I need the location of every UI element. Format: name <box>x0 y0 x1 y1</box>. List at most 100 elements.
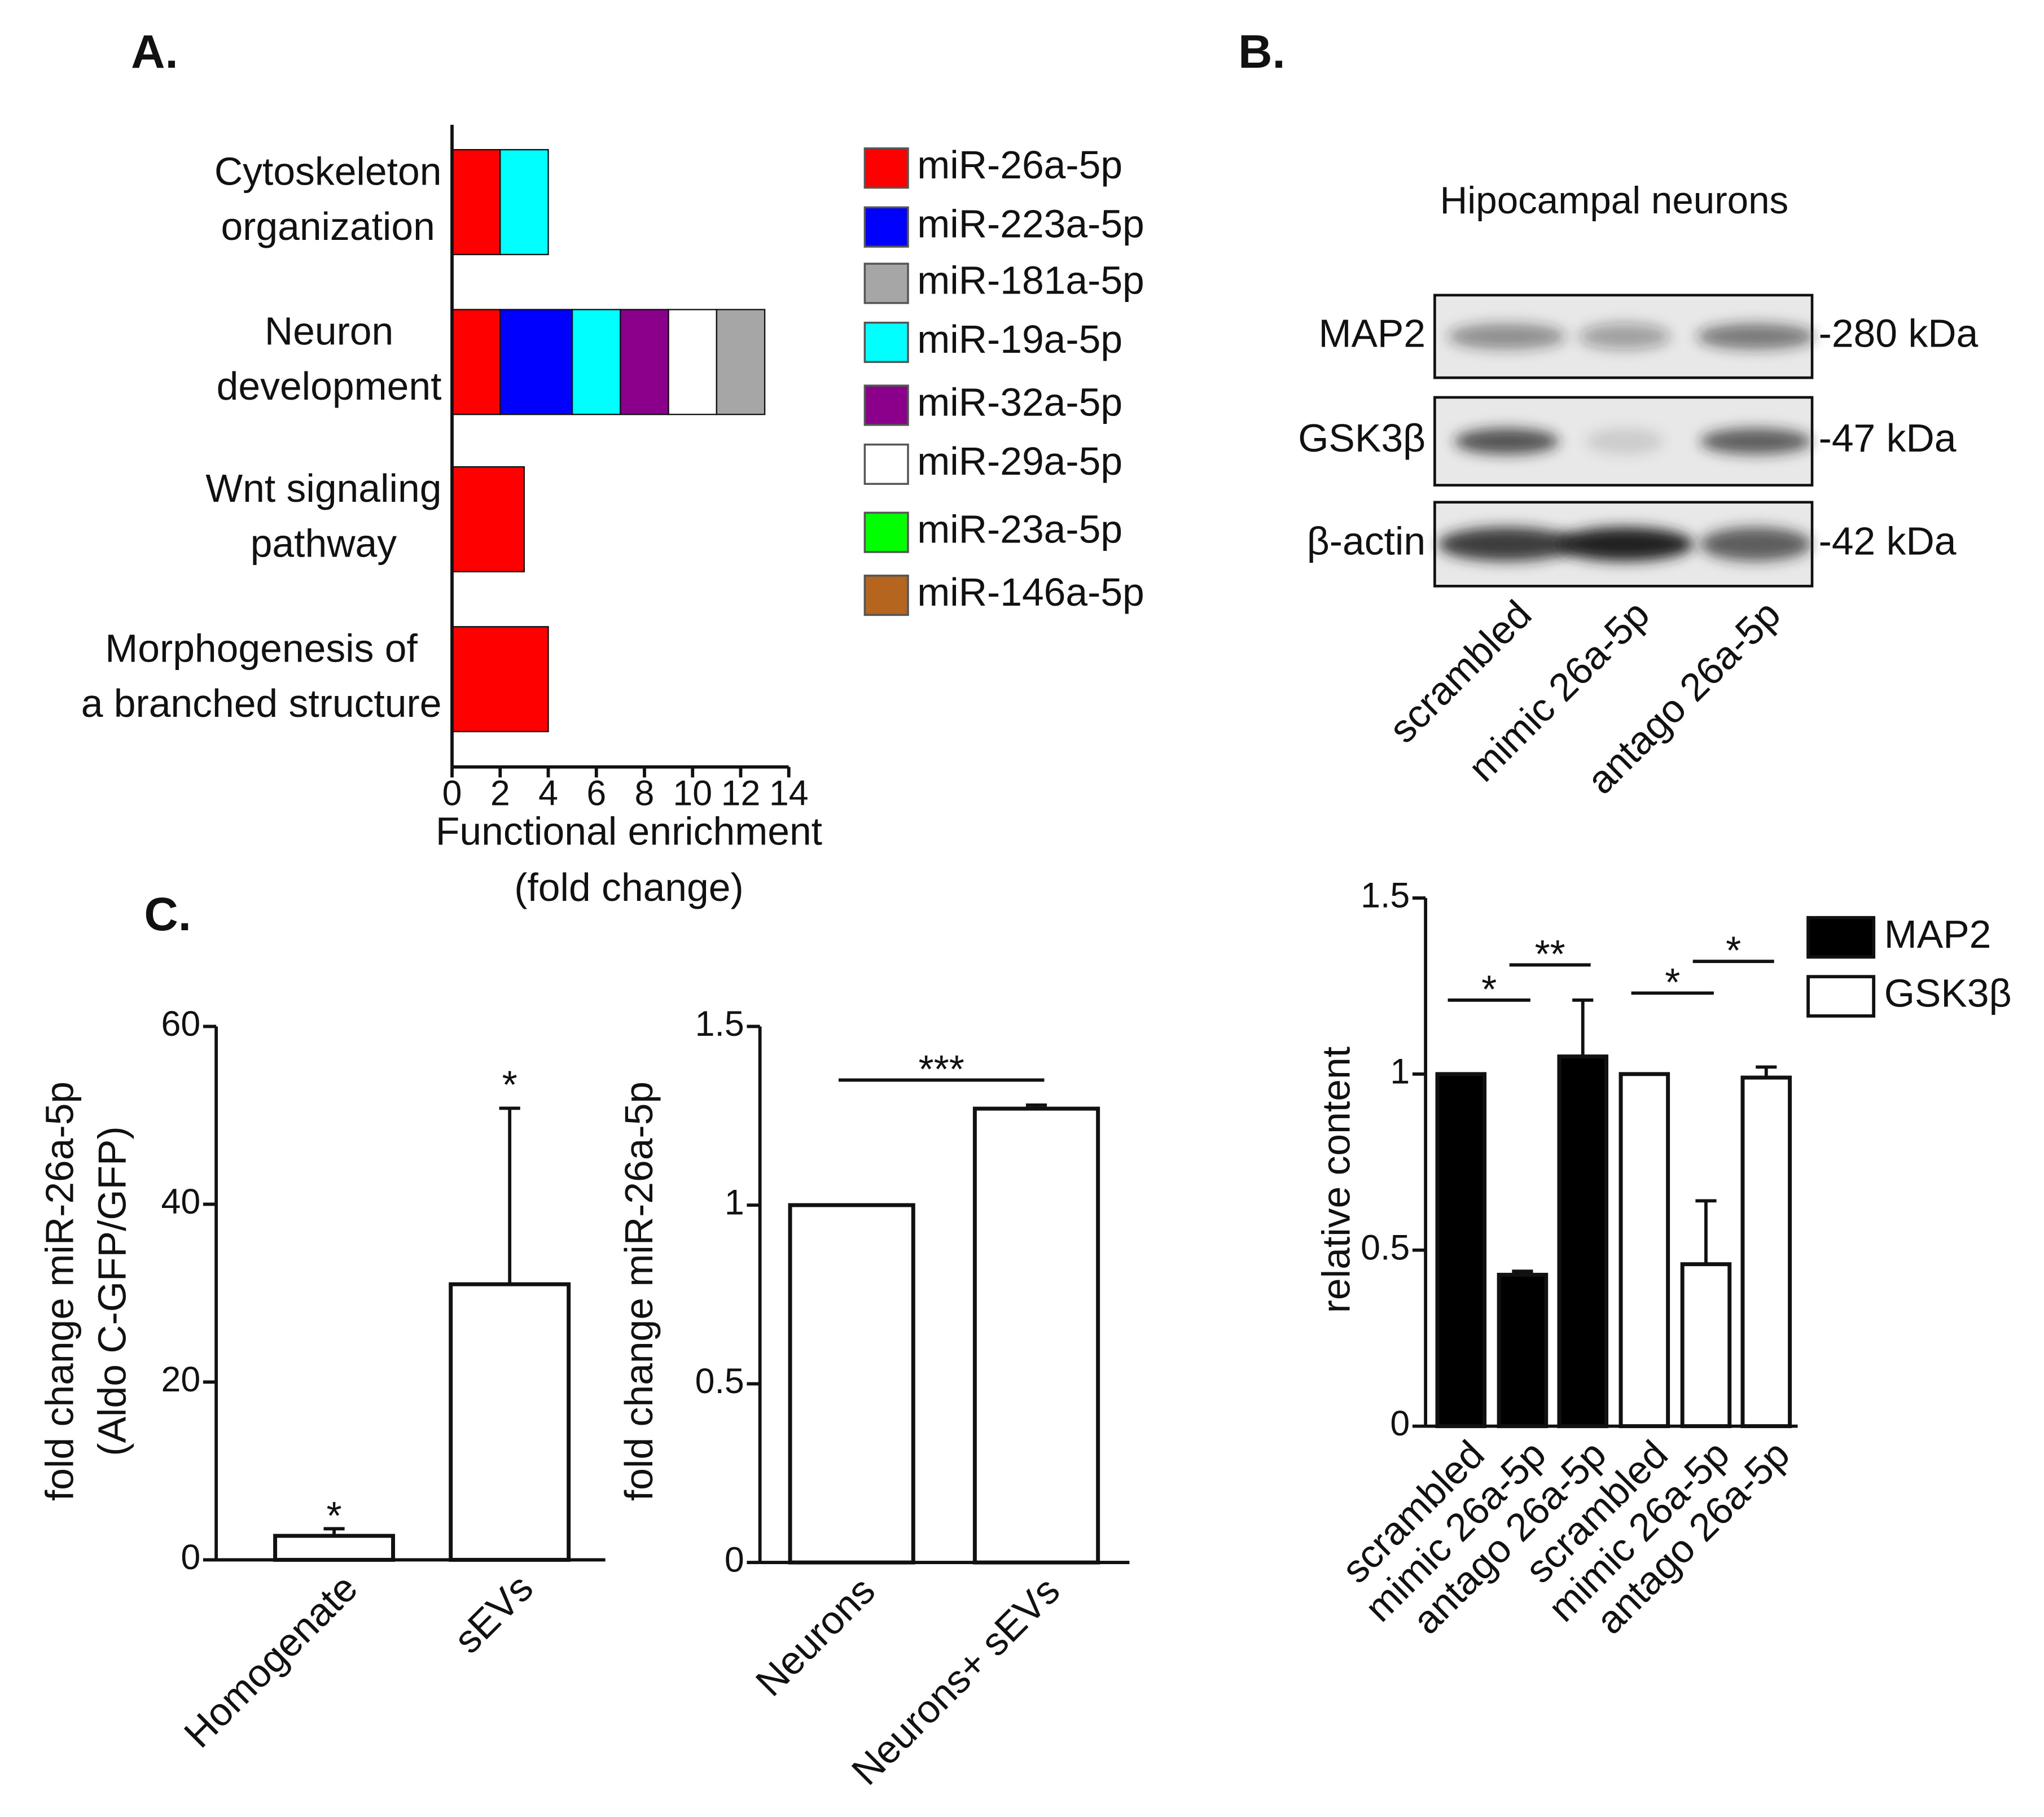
bar <box>273 1534 396 1562</box>
panel-label: B. <box>1238 25 1286 78</box>
text-line: pathway <box>251 522 397 566</box>
bar <box>972 1106 1100 1565</box>
legend-swatch <box>863 321 909 364</box>
bar <box>788 1203 915 1565</box>
blot-row-label: MAP2 <box>1318 311 1425 355</box>
y-tick-label: 20 <box>161 1360 201 1399</box>
category-label: Neuron development <box>217 309 442 409</box>
legend-swatch <box>863 147 909 189</box>
significance-label: * <box>502 1062 517 1106</box>
bar <box>1557 1054 1609 1429</box>
bar-segment <box>620 309 669 415</box>
y-tick-label: 40 <box>161 1182 201 1221</box>
significance-label: * <box>1481 967 1497 1011</box>
panel-label: C. <box>144 887 191 940</box>
y-tick-label: 0 <box>725 1540 744 1580</box>
bar-segment <box>668 309 718 415</box>
blot-band <box>1438 527 1576 562</box>
significance-label: * <box>327 1494 342 1538</box>
legend-label: miR-32a-5p <box>917 380 1122 424</box>
text-line: Functional enrichment <box>436 809 822 853</box>
text-line: fold change miR-26a-5p <box>38 1082 82 1501</box>
bar <box>1497 1272 1549 1429</box>
y-tick-label: 0.5 <box>695 1361 744 1401</box>
x-tick-label: 12 <box>721 773 761 813</box>
blot-band <box>1696 323 1815 350</box>
text-line: a branched structure <box>81 681 442 725</box>
significance-label: * <box>1726 929 1741 973</box>
blot-size-label: -47 kDa <box>1819 416 1957 460</box>
x-tick-label: 4 <box>538 773 558 813</box>
bar-segment <box>716 309 766 415</box>
bar-segment <box>571 309 621 415</box>
bar <box>1618 1072 1670 1429</box>
legend-swatch <box>1806 975 1876 1018</box>
blot-band <box>1700 428 1811 454</box>
legend-label: miR-29a-5p <box>917 439 1122 483</box>
text-line: organization <box>221 204 435 248</box>
legend-swatch <box>863 262 909 304</box>
y-tick-label: 1 <box>1390 1052 1410 1091</box>
y-axis-label: relative content <box>1314 1047 1358 1313</box>
y-axis-label: fold change miR-26a-5p <box>617 1082 661 1501</box>
panel-label: A. <box>131 25 178 78</box>
blot-row-label: β-actin <box>1307 519 1425 563</box>
y-tick-label: 0 <box>181 1538 200 1577</box>
y-tick-label: 60 <box>161 1004 201 1044</box>
significance-label: ** <box>1535 932 1565 976</box>
y-axis-label: fold change miR-26a-5p (Aldo C-GFP/GFP) <box>38 1082 134 1501</box>
legend-label: miR-19a-5p <box>917 317 1122 361</box>
x-tick-label: 10 <box>673 773 712 813</box>
legend-swatch <box>863 206 909 248</box>
y-tick-label: 0 <box>1390 1404 1410 1443</box>
blot-size-label: -42 kDa <box>1819 519 1957 563</box>
blot-size-label: -280 kDa <box>1819 311 1979 355</box>
text-line: (fold change) <box>514 866 744 910</box>
y-tick-label: 1.5 <box>695 1004 744 1044</box>
legend-swatch <box>863 443 909 485</box>
x-tick-label: 2 <box>490 773 510 813</box>
x-tick-label: 6 <box>586 773 606 813</box>
bar-segment <box>451 466 525 572</box>
legend-label: GSK3β <box>1884 971 2012 1015</box>
legend-label: miR-26a-5p <box>917 143 1122 187</box>
text-line: Neuron <box>265 309 393 353</box>
x-tick-label: 0 <box>442 773 462 813</box>
legend-label: miR-23a-5p <box>917 507 1122 551</box>
blot-band <box>1454 428 1559 454</box>
bar-segment <box>451 309 501 415</box>
legend-label: MAP2 <box>1884 912 1992 956</box>
text-line: (Aldo C-GFP/GFP) <box>90 1126 134 1456</box>
text-line: Morphogenesis of <box>105 627 418 671</box>
bar <box>1435 1072 1487 1429</box>
legend-swatch <box>1806 916 1876 959</box>
legend-label: miR-146a-5p <box>917 570 1144 614</box>
legend-swatch <box>863 575 909 616</box>
bar-segment <box>451 149 501 256</box>
significance-label: * <box>1665 960 1680 1004</box>
blot-band <box>1578 323 1671 350</box>
text-line: development <box>217 364 442 408</box>
bar-segment <box>451 626 549 733</box>
x-tick-label: 14 <box>769 773 809 813</box>
x-tick-label: 8 <box>635 773 655 813</box>
bar <box>1740 1075 1792 1429</box>
category-label: Wnt signaling pathway <box>205 467 441 566</box>
y-tick-label: 1.5 <box>1361 875 1410 915</box>
bar-segment <box>499 309 573 415</box>
blot-band <box>1700 527 1811 562</box>
x-axis-label: Functional enrichment (fold change) <box>436 809 822 910</box>
blot-band <box>1448 323 1566 350</box>
legend-label: miR-181a-5p <box>917 258 1144 302</box>
blot-band <box>1585 428 1664 454</box>
significance-label: *** <box>919 1047 964 1091</box>
legend-label: miR-223a-5p <box>917 202 1144 246</box>
bar-segment <box>499 149 549 256</box>
category-label: Morphogenesis of a branched structure <box>81 627 442 726</box>
legend-swatch <box>863 384 909 426</box>
text-line: Cytoskeleton <box>214 150 442 194</box>
y-tick-label: 1 <box>725 1183 744 1223</box>
text-line: Wnt signaling <box>205 467 441 511</box>
bar <box>449 1282 571 1562</box>
